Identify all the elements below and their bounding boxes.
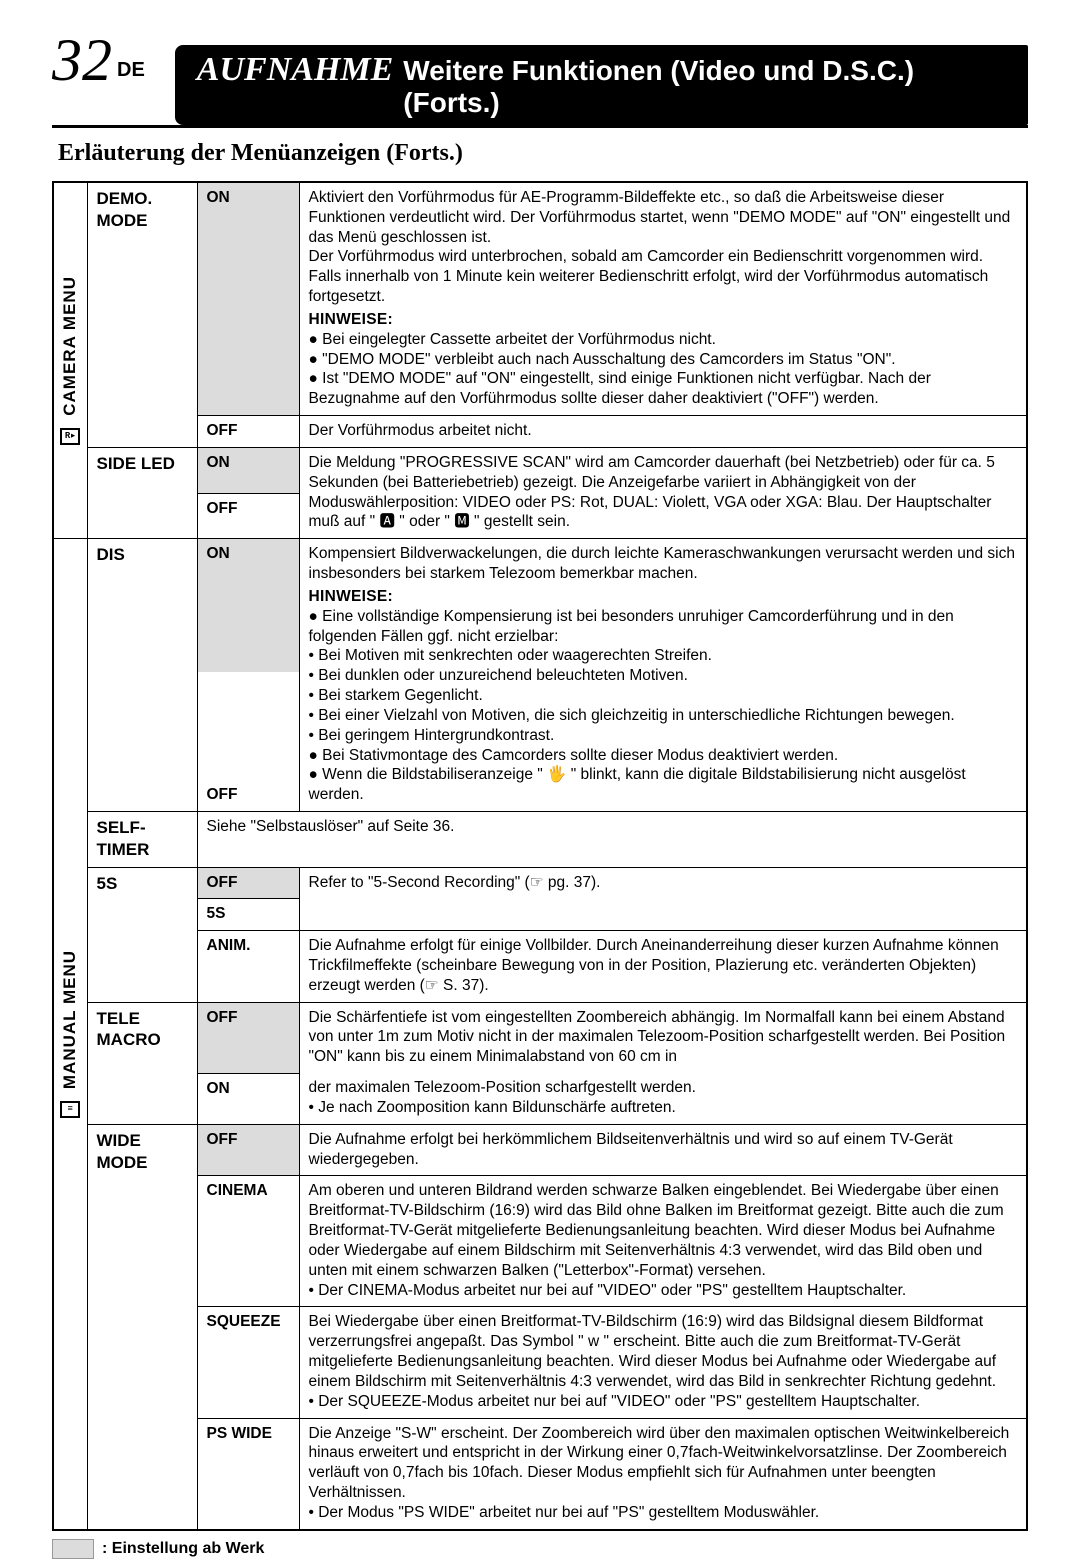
demo-off-desc: Der Vorführmodus arbeitet nicht.: [299, 416, 1027, 448]
wide-squeeze: SQUEEZE: [197, 1307, 299, 1418]
page-number: 32: [52, 30, 112, 90]
hinweise-label-dis: HINWEISE:: [309, 587, 1018, 607]
telemacro-desc-top: Die Schärfentiefe ist vom eingestellten …: [299, 1002, 1027, 1073]
title-bold: AUFNAHME: [197, 51, 394, 89]
sideled-off: OFF: [197, 493, 299, 539]
page-lang: DE: [117, 59, 145, 82]
sub-header: Erläuterung der Menüanzeigen (Forts.): [58, 140, 1028, 167]
default-swatch: [52, 1539, 94, 1559]
title-bar: AUFNAHME Weitere Funktionen (Video und D…: [175, 45, 1028, 125]
setting-dis: DIS: [87, 539, 197, 812]
demo-notes-list: Bei eingelegter Cassette arbeitet der Vo…: [309, 330, 1018, 409]
wide-squeeze-desc: Bei Wiedergabe über einen Breitformat-TV…: [299, 1307, 1027, 1418]
wide-cinema-desc: Am oberen und unteren Bildrand werden sc…: [299, 1176, 1027, 1307]
wide-pswide-desc: Die Anzeige "S-W" erscheint. Der Zoomber…: [299, 1418, 1027, 1530]
side-manual-menu: MANUAL MENU ≡: [53, 539, 87, 1530]
setting-demo-mode: DEMO. MODE: [87, 182, 197, 447]
dis-on: ON: [197, 539, 299, 672]
selftimer-desc: Siehe "Selbstauslöser" auf Seite 36.: [197, 812, 1027, 868]
footer-note: : Einstellung ab Werk: [52, 1539, 1028, 1559]
telemacro-off: OFF: [197, 1002, 299, 1073]
settings-table: CAMERA MENU R▸ DEMO. MODE ON Aktiviert d…: [52, 181, 1028, 1531]
5s-off-desc: Refer to "5-Second Recording" (☞ pg. 37)…: [299, 867, 1027, 931]
wide-off: OFF: [197, 1124, 299, 1176]
demo-off: OFF: [197, 416, 299, 448]
wide-off-desc: Die Aufnahme erfolgt bei herkömmlichem B…: [299, 1124, 1027, 1176]
title-rest: Weitere Funktionen (Video und D.S.C.) (F…: [403, 55, 1010, 119]
wide-pswide: PS WIDE: [197, 1418, 299, 1530]
sideled-desc: Die Meldung "PROGRESSIVE SCAN" wird am C…: [299, 447, 1027, 538]
wide-cinema: CINEMA: [197, 1176, 299, 1307]
5s-off: OFF: [197, 867, 299, 899]
5s-anim: ANIM.: [197, 931, 299, 1002]
header-row: 32 DE AUFNAHME Weitere Funktionen (Video…: [52, 30, 1028, 128]
sideled-on: ON: [197, 447, 299, 493]
setting-self-timer: SELF-TIMER: [87, 812, 197, 868]
demo-on: ON: [197, 182, 299, 416]
5s-anim-desc: Die Aufnahme erfolgt für einige Vollbild…: [299, 931, 1027, 1002]
hinweise-label: HINWEISE:: [309, 310, 1018, 330]
5s-5s: 5S: [197, 899, 299, 931]
dis-off: OFF: [197, 672, 299, 812]
footer-label: : Einstellung ab Werk: [102, 1540, 264, 1558]
setting-5s: 5S: [87, 867, 197, 1002]
telemacro-on: ON: [197, 1073, 299, 1124]
telemacro-desc-bottom: der maximalen Telezoom-Position scharfge…: [299, 1073, 1027, 1124]
manual-icon: ≡: [60, 1101, 80, 1118]
dis-desc: Kompensiert Bildverwackelungen, die durc…: [299, 539, 1027, 812]
demo-on-desc: Aktiviert den Vorführmodus für AE-Progra…: [299, 182, 1027, 416]
setting-side-led: SIDE LED: [87, 447, 197, 538]
side-camera-menu: CAMERA MENU R▸: [53, 182, 87, 539]
setting-tele-macro: TELE MACRO: [87, 1002, 197, 1124]
setting-wide-mode: WIDE MODE: [87, 1124, 197, 1529]
camera-icon: R▸: [60, 428, 80, 445]
